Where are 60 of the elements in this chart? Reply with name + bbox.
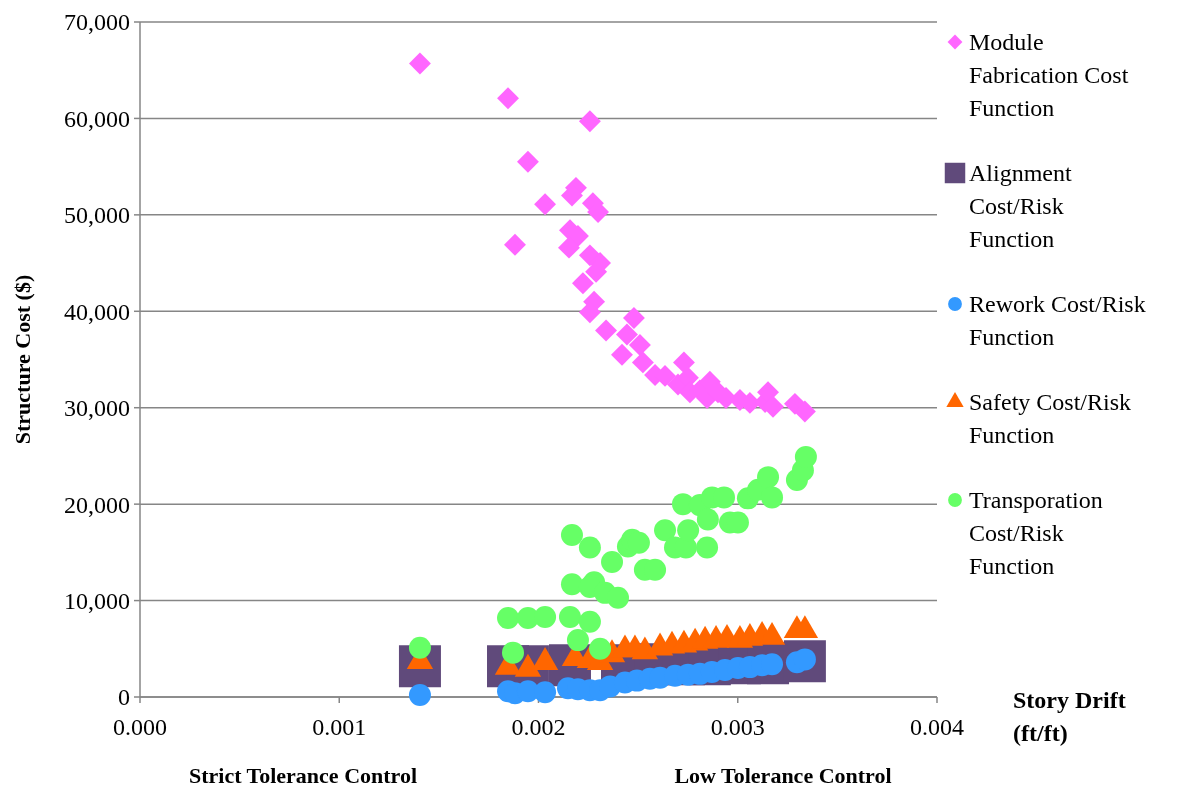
point (497, 606, 520, 629)
x-tick-label: 0.003 (710, 714, 765, 740)
x-tick-label: 0.001 (312, 714, 367, 740)
point (408, 636, 431, 659)
legend-label: Alignment Cost/Risk Function (969, 160, 1072, 252)
point (793, 400, 816, 423)
y-tick-label: 60,000 (64, 105, 130, 132)
point (654, 519, 677, 542)
y-tick-label: 0 (118, 684, 130, 711)
point (534, 605, 557, 628)
point (757, 466, 780, 489)
point (408, 684, 431, 707)
x-tick-label: 0.000 (113, 714, 167, 740)
legend-label: Transporation Cost/Risk Function (969, 487, 1103, 579)
point (502, 641, 524, 664)
point (560, 524, 583, 546)
point (571, 272, 594, 295)
point (497, 87, 519, 110)
point (611, 343, 633, 366)
y-tick-label: 50,000 (64, 202, 130, 229)
y-tick-label: 40,000 (64, 298, 130, 325)
point (628, 334, 651, 356)
point (794, 445, 817, 468)
point (616, 323, 638, 346)
point (558, 236, 580, 259)
x-tick-label: 0.004 (910, 714, 964, 740)
point (673, 351, 695, 374)
legend-label: Module Fabrication Cost Function (969, 29, 1129, 121)
point (578, 536, 601, 559)
point (578, 110, 601, 133)
x-axis-title: Story Drift (ft/ft) (1013, 687, 1126, 746)
y-tick-label: 70,000 (64, 9, 130, 36)
point (696, 508, 719, 531)
y-tick-label: 10,000 (64, 587, 130, 614)
point (696, 536, 719, 559)
point (589, 637, 612, 660)
point (677, 519, 700, 542)
point (595, 319, 617, 342)
point (516, 150, 539, 173)
point (558, 605, 581, 628)
point (578, 610, 601, 633)
x-tick-label: 0.002 (511, 714, 566, 740)
point (761, 486, 784, 509)
point (607, 586, 629, 609)
legend-label: Rework Cost/Risk Function (969, 291, 1146, 350)
point (534, 193, 557, 216)
text: Strict Tolerance Control (188, 763, 418, 788)
point (566, 629, 589, 652)
y-tick-label: 30,000 (64, 395, 130, 422)
point (504, 233, 526, 256)
text: Low Tolerance Control (674, 763, 892, 788)
legend-label: Safety Cost/Risk Function (969, 389, 1132, 448)
y-axis-title: Structure Cost ($) (10, 274, 35, 445)
point (631, 351, 654, 374)
point (601, 551, 624, 573)
point (622, 307, 645, 329)
point (534, 681, 557, 704)
point (408, 52, 431, 75)
point (560, 573, 583, 596)
y-tick-label: 20,000 (64, 491, 130, 518)
